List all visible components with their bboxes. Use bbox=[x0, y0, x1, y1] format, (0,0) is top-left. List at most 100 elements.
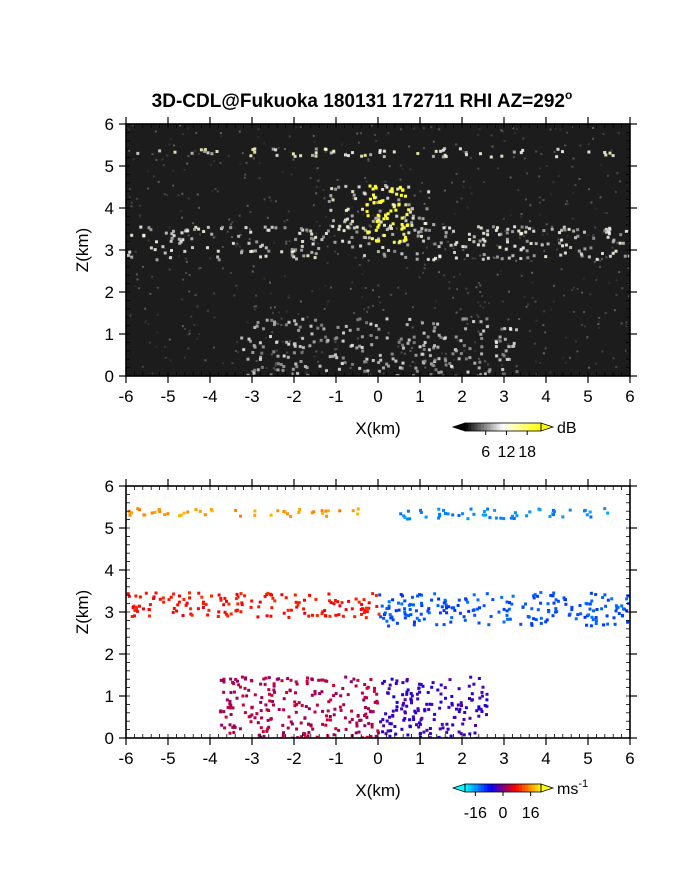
colorbar: 6 12 18 dB bbox=[451, 420, 577, 461]
noise-speckle bbox=[126, 124, 630, 376]
colorbar-segment bbox=[512, 423, 517, 431]
x-tick-label: 3 bbox=[499, 749, 508, 768]
colorbar-unit: dB bbox=[557, 420, 577, 437]
x-tick-label: -4 bbox=[202, 387, 217, 406]
y-tick-label: 3 bbox=[105, 241, 114, 260]
colorbar-low-arrow bbox=[451, 783, 466, 793]
colorbar-segment bbox=[518, 423, 523, 431]
figure-title: 3D-CDL@Fukuoka 180131 172711 RHI AZ=292o bbox=[152, 88, 573, 112]
colorbar-segment bbox=[474, 784, 479, 792]
colorbar-segment bbox=[528, 784, 532, 792]
colorbar-segment bbox=[493, 784, 498, 792]
colorbar-segment bbox=[518, 784, 523, 792]
x-tick-label: -4 bbox=[202, 749, 217, 768]
colorbar-segment bbox=[487, 784, 491, 792]
colorbar-segment bbox=[493, 423, 498, 431]
y-tick-label: 6 bbox=[105, 477, 114, 496]
colorbar-segment bbox=[490, 423, 494, 431]
colorbar-segment bbox=[503, 784, 507, 792]
y-tick-label: 1 bbox=[105, 687, 114, 706]
minor-ticks bbox=[125, 485, 631, 739]
x-tick-label: 0 bbox=[373, 749, 382, 768]
plot-area bbox=[126, 124, 630, 376]
colorbar-tick-label: 0 bbox=[499, 805, 508, 822]
colorbar-segment bbox=[496, 423, 501, 431]
colorbar-segment bbox=[534, 784, 539, 792]
cloud-layer bbox=[126, 225, 630, 262]
x-tick-label: 1 bbox=[415, 749, 424, 768]
x-tick-label: -6 bbox=[118, 387, 133, 406]
colorbar-segment bbox=[487, 423, 491, 431]
colorbar-segment bbox=[477, 423, 482, 431]
colorbar-segment bbox=[522, 423, 526, 431]
colorbar-segment bbox=[484, 784, 488, 792]
y-tick-label: 2 bbox=[105, 645, 114, 664]
y-tick-label: 5 bbox=[105, 157, 114, 176]
y-tick-label: 2 bbox=[105, 283, 114, 302]
colorbar-segment bbox=[525, 423, 529, 431]
colorbar-tick-label: 6 bbox=[481, 444, 490, 461]
colorbar-low-arrow bbox=[451, 422, 466, 432]
near-field-left bbox=[219, 675, 380, 738]
colorbar-segment bbox=[528, 423, 532, 431]
x-tick-label: 5 bbox=[583, 749, 592, 768]
x-tick-label: -5 bbox=[160, 387, 175, 406]
x-tick-label: -2 bbox=[286, 749, 301, 768]
colorbar-segment bbox=[522, 784, 526, 792]
colorbar-segment bbox=[496, 784, 501, 792]
y-axis-label: Z(km) bbox=[73, 228, 92, 272]
colorbar-segment bbox=[468, 784, 472, 792]
colorbar-segment bbox=[537, 784, 542, 792]
cloud-layer-right bbox=[378, 591, 630, 628]
colorbar-segment bbox=[509, 784, 513, 792]
colorbar-segment bbox=[534, 423, 539, 431]
x-axis-label: X(km) bbox=[355, 419, 400, 438]
x-tick-label: -1 bbox=[328, 387, 343, 406]
colorbar-tick-label: 12 bbox=[498, 444, 516, 461]
upper-layer-right bbox=[399, 507, 610, 521]
cloud-layer-left bbox=[126, 591, 381, 620]
colorbar-unit: ms-1 bbox=[557, 778, 588, 798]
colorbar-segment bbox=[525, 784, 529, 792]
colorbar-segment bbox=[471, 784, 475, 792]
colorbar-segment bbox=[490, 784, 494, 792]
velocity-panel: -6 -5 -4 -3 -2 -1 0 1 2 3 4 5 6 0 1 2 3 4 5 6 X(km) Z(km) -16 0… bbox=[73, 477, 637, 822]
colorbar-segment bbox=[503, 423, 507, 431]
x-tick-label: -3 bbox=[244, 387, 259, 406]
colorbar-segment bbox=[506, 423, 510, 431]
colorbar-segment bbox=[499, 784, 504, 792]
x-tick-label: 0 bbox=[373, 387, 382, 406]
x-tick-label: -1 bbox=[328, 749, 343, 768]
y-tick-label: 6 bbox=[105, 115, 114, 134]
colorbar-tick-label: -16 bbox=[464, 805, 487, 822]
minor-ticks bbox=[125, 123, 631, 377]
x-tick-label: 2 bbox=[457, 387, 466, 406]
x-tick-label: 6 bbox=[625, 749, 634, 768]
x-tick-label: 6 bbox=[625, 387, 634, 406]
x-axis-label: X(km) bbox=[355, 781, 400, 800]
colorbar-segment bbox=[499, 423, 504, 431]
colorbar-segment bbox=[484, 423, 488, 431]
upper-layer-left bbox=[127, 507, 360, 518]
upper-thin-layer bbox=[136, 147, 615, 159]
near-field-right bbox=[379, 675, 489, 738]
y-tick-label: 4 bbox=[105, 199, 114, 218]
y-tick-label: 0 bbox=[105, 729, 114, 748]
y-tick-label: 1 bbox=[105, 325, 114, 344]
colorbar-segment bbox=[531, 423, 536, 431]
colorbar-segment bbox=[465, 784, 469, 792]
x-tick-label: 2 bbox=[457, 749, 466, 768]
colorbar-segment bbox=[506, 784, 510, 792]
x-tick-label: 1 bbox=[415, 387, 424, 406]
x-tick-label: 5 bbox=[583, 387, 592, 406]
colorbar-segment bbox=[477, 784, 482, 792]
plot-background bbox=[126, 486, 630, 738]
y-tick-label: 4 bbox=[105, 561, 114, 580]
y-axis-label: Z(km) bbox=[73, 590, 92, 634]
plume bbox=[327, 184, 436, 236]
colorbar-segment bbox=[468, 423, 472, 431]
colorbar-segment bbox=[471, 423, 475, 431]
colorbar-high-arrow bbox=[540, 783, 555, 793]
